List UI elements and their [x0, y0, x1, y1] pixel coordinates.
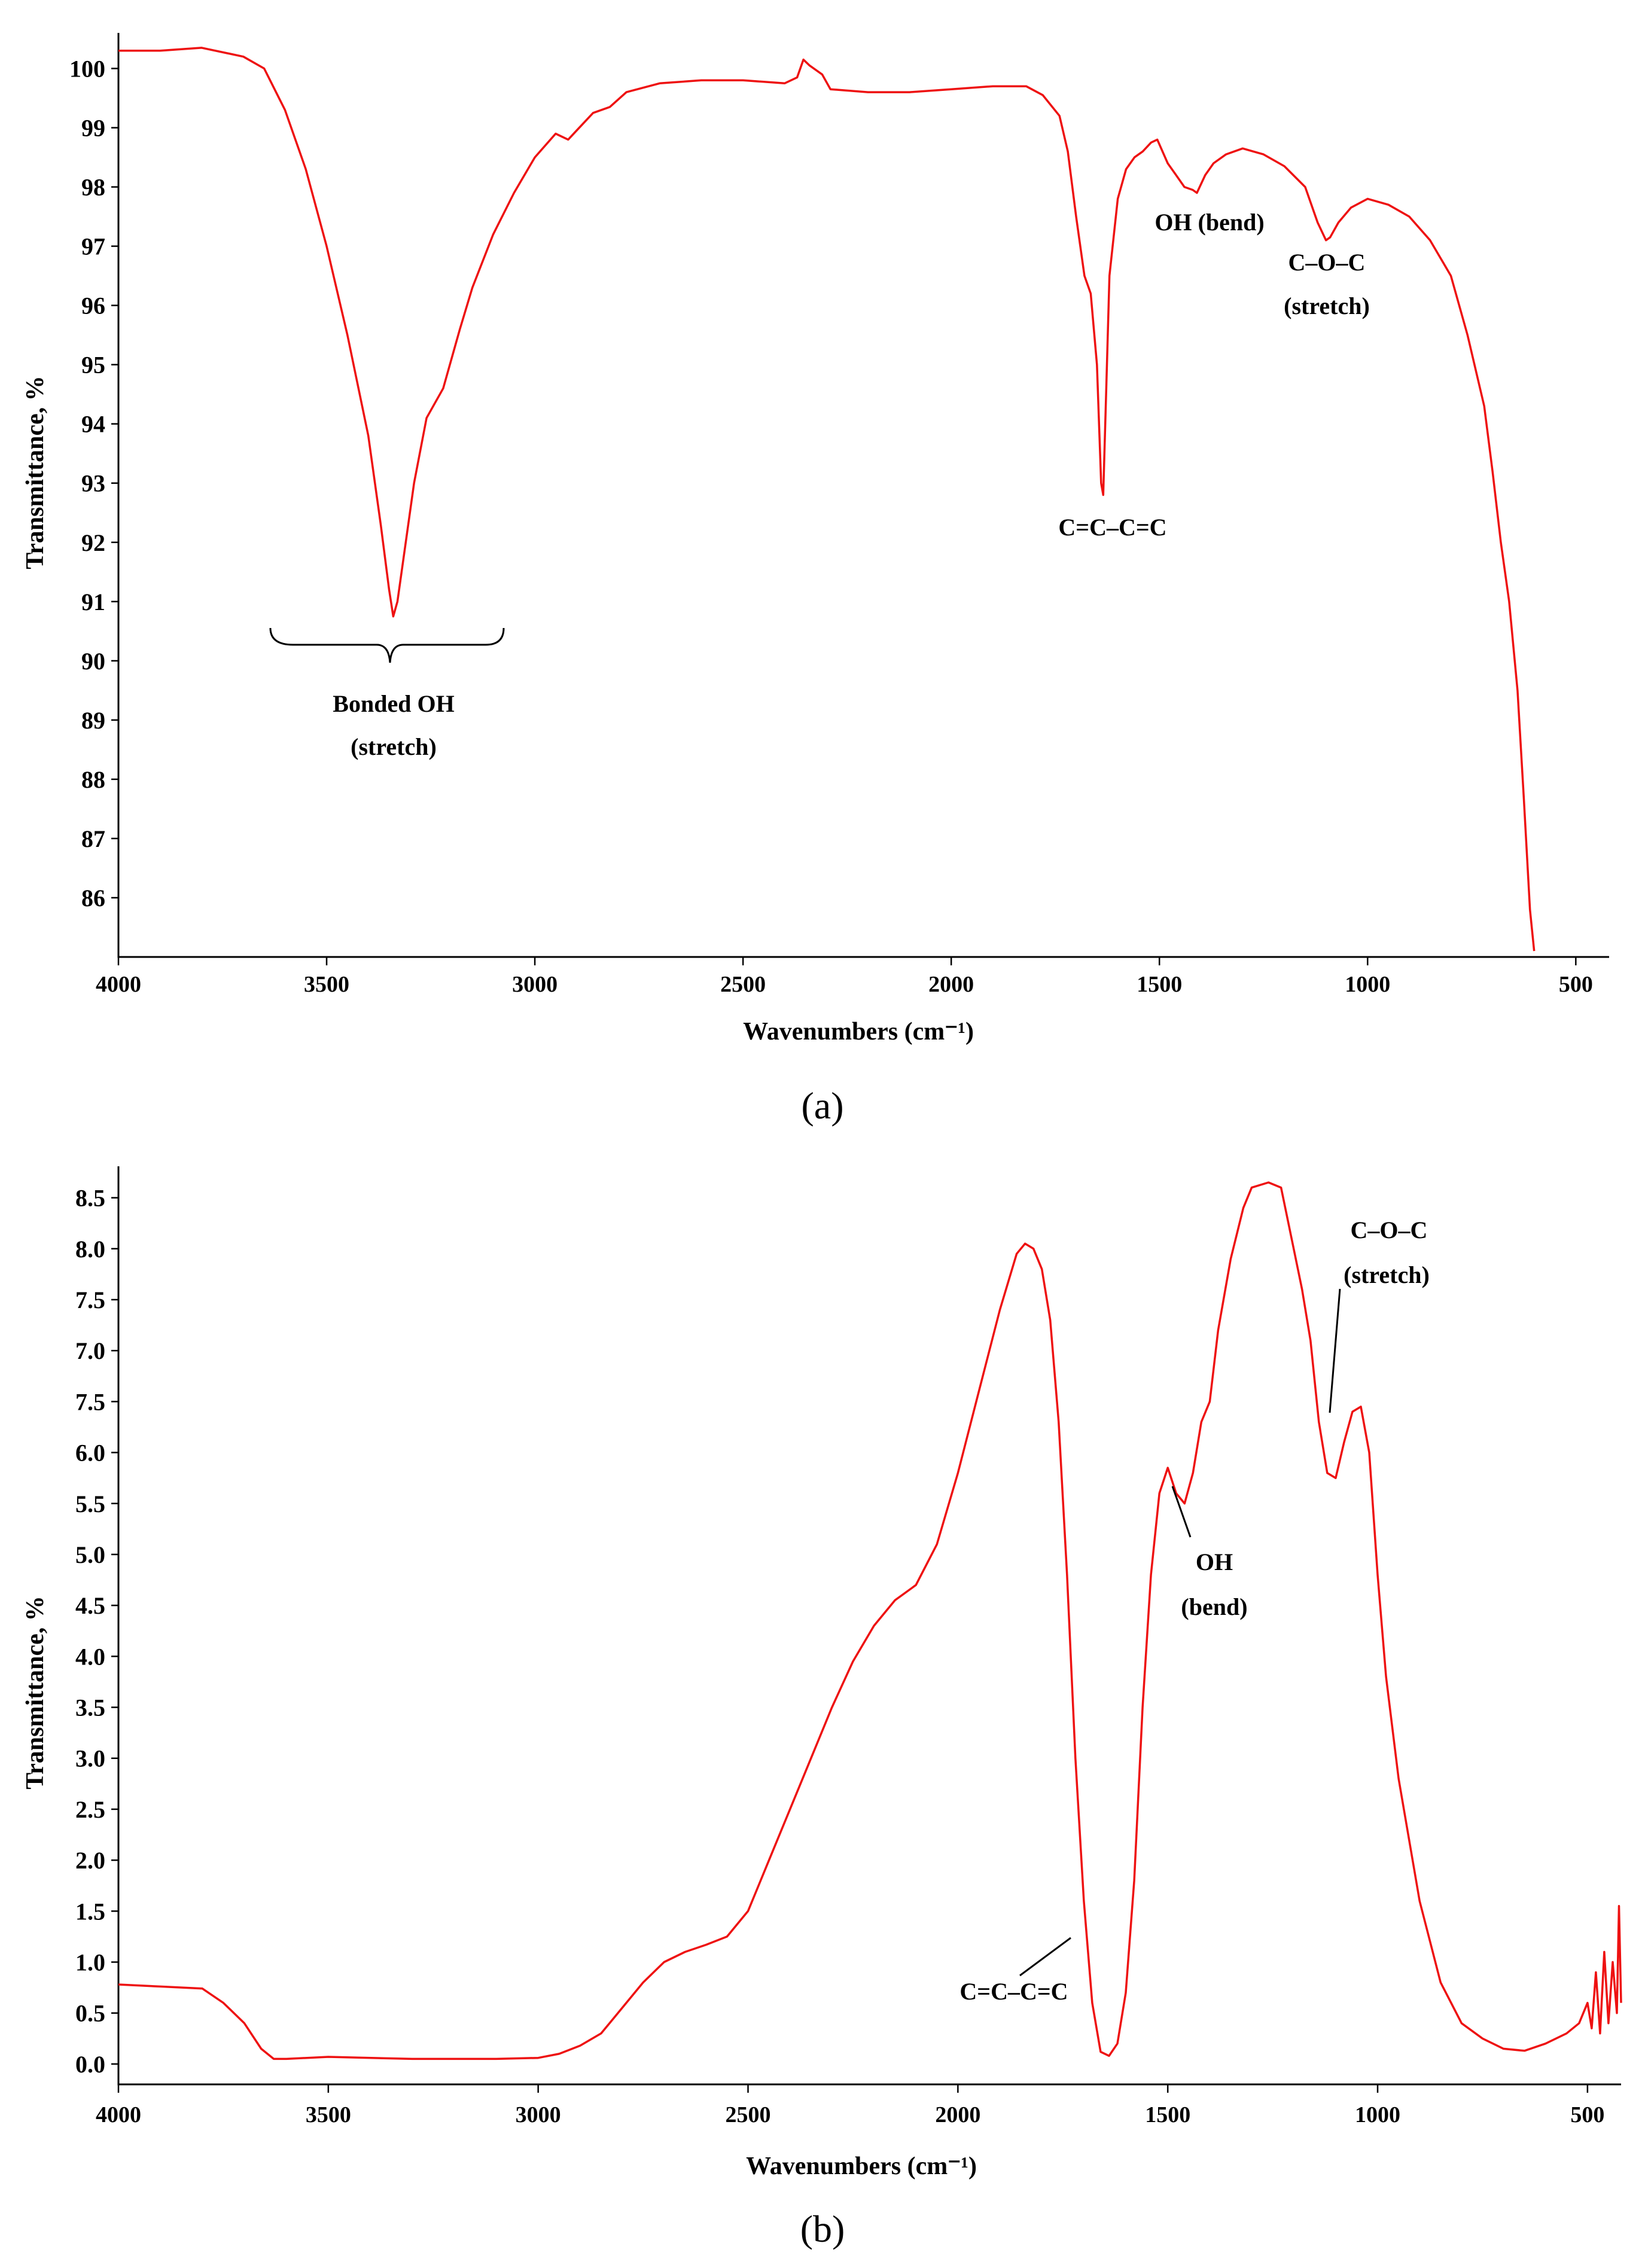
y-tick-label: 0.0 — [75, 2051, 105, 2078]
y-tick-label: 88 — [81, 766, 105, 793]
spectrum-line-a — [118, 47, 1536, 952]
y-tick-label: 96 — [81, 292, 105, 319]
y-tick-label: 4.5 — [75, 1592, 105, 1619]
y-tick-label: 94 — [81, 411, 105, 438]
axes-frame-a — [117, 33, 1609, 958]
y-tick-label: 5.5 — [75, 1490, 105, 1517]
x-tick-label: 4000 — [96, 2102, 141, 2127]
x-tick-label: 2000 — [928, 972, 974, 997]
panel-label-a: (a) — [801, 1084, 843, 1127]
x-tick-label: 1000 — [1355, 2102, 1400, 2127]
y-axis-ticks-a: 86 87 88 89 90 91 92 93 94 95 96 97 98 99 100 — [69, 56, 118, 912]
y-axis-ticks-b: 0.0 0.5 1.0 1.5 2.0 2.5 3.0 3.5 4.0 4.5 5.0 5.5 6.0 7… — [75, 1185, 118, 2078]
y-tick-label: 95 — [81, 352, 105, 379]
y-tick-label: 99 — [81, 115, 105, 142]
c-o-c-sublabel-a: (stretch) — [1284, 292, 1370, 319]
chart-panel-b: 0.0 0.5 1.0 1.5 2.0 2.5 3.0 3.5 4.0 4.5 5.0 5.5 6.0 7… — [22, 1166, 1622, 2250]
oh-bend-label-a: OH (bend) — [1154, 209, 1264, 236]
spectrum-line-b — [118, 1181, 1622, 2060]
y-tick-label: 91 — [81, 589, 105, 615]
bonded-oh-label: Bonded OH — [333, 690, 454, 717]
panel-label-b: (b) — [800, 2208, 845, 2250]
c-c-c-c-label-b: C=C–C=C — [959, 1978, 1068, 2005]
y-tick-label: 86 — [81, 885, 105, 912]
bonded-oh-sublabel: (stretch) — [351, 733, 437, 760]
x-tick-label: 2000 — [935, 2102, 980, 2127]
y-axis-title-b: Transmittance, % — [22, 1596, 49, 1790]
x-axis-ticks-b: 4000 3500 3000 2500 2000 1500 1000 500 — [96, 2084, 1604, 2127]
y-tick-label: 7.5 — [75, 1388, 105, 1415]
x-tick-label: 500 — [1570, 2102, 1604, 2127]
chart-panel-a: 86 87 88 89 90 91 92 93 94 95 96 97 98 99 100 4000 3500… — [22, 33, 1609, 1127]
oh-label-b: OH — [1196, 1548, 1233, 1575]
y-tick-label: 8.0 — [75, 1236, 105, 1263]
x-tick-label: 1000 — [1345, 972, 1390, 997]
axes-frame-b — [117, 1166, 1621, 2086]
y-tick-label: 97 — [81, 233, 105, 260]
x-tick-label: 1500 — [1137, 972, 1182, 997]
y-tick-label: 3.5 — [75, 1694, 105, 1721]
x-tick-label: 500 — [1559, 972, 1593, 997]
y-tick-label: 92 — [81, 529, 105, 556]
x-tick-label: 3000 — [512, 972, 558, 997]
y-tick-label: 4.0 — [75, 1643, 105, 1670]
x-axis-title-b: Wavenumbers (cm⁻¹) — [746, 2153, 977, 2180]
x-tick-label: 3500 — [304, 972, 349, 997]
y-tick-label: 7.0 — [75, 1337, 105, 1364]
c-o-c-sublabel-b: (stretch) — [1344, 1261, 1430, 1288]
x-tick-label: 3500 — [306, 2102, 351, 2127]
bonded-oh-brace — [269, 627, 505, 663]
x-axis-ticks-a: 4000 3500 3000 2500 2000 1500 1000 500 — [96, 957, 1593, 997]
x-tick-label: 2500 — [720, 972, 766, 997]
y-tick-label: 6.0 — [75, 1440, 105, 1467]
c-o-c-leader-b — [1329, 1288, 1341, 1413]
y-tick-label: 87 — [81, 825, 105, 852]
x-tick-label: 2500 — [726, 2102, 771, 2127]
y-tick-label: 1.0 — [75, 1949, 105, 1976]
y-tick-label: 100 — [69, 56, 105, 83]
c-c-c-c-label-a: C=C–C=C — [1058, 514, 1166, 541]
y-tick-label: 5.0 — [75, 1541, 105, 1568]
x-tick-label: 3000 — [516, 2102, 561, 2127]
x-tick-label: 4000 — [96, 972, 141, 997]
x-tick-label: 1500 — [1145, 2102, 1190, 2127]
y-tick-label: 90 — [81, 648, 105, 675]
y-tick-label: 3.0 — [75, 1745, 105, 1772]
y-tick-label: 93 — [81, 470, 105, 497]
y-tick-label: 8.5 — [75, 1185, 105, 1212]
y-tick-label: 1.5 — [75, 1898, 105, 1925]
y-tick-label: 98 — [81, 174, 105, 201]
c-c-c-c-leader-b — [1019, 1937, 1071, 1977]
c-o-c-label-b: C–O–C — [1351, 1217, 1428, 1243]
x-axis-title-a: Wavenumbers (cm⁻¹) — [743, 1018, 974, 1045]
c-o-c-label-a: C–O–C — [1288, 249, 1366, 276]
y-tick-label: 89 — [81, 707, 105, 734]
y-tick-label: 2.0 — [75, 1847, 105, 1874]
y-tick-label: 7.5 — [75, 1287, 105, 1313]
oh-sublabel-b: (bend) — [1181, 1593, 1247, 1620]
y-tick-label: 0.5 — [75, 2000, 105, 2027]
y-tick-label: 2.5 — [75, 1796, 105, 1823]
oh-leader-b — [1171, 1486, 1192, 1538]
y-axis-title-a: Transmittance, % — [22, 376, 49, 569]
